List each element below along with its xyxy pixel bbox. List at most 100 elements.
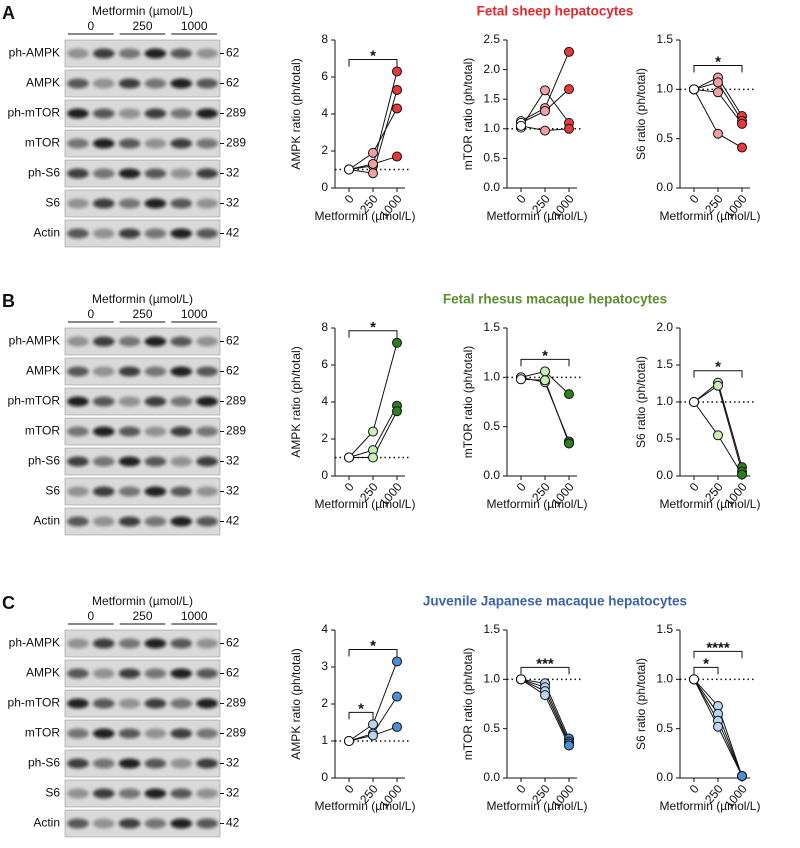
blot-strip (64, 629, 221, 658)
blot-band (144, 728, 167, 739)
blot-strip (64, 477, 221, 506)
y-tick-label: 4 (321, 106, 328, 120)
blot-strip (64, 417, 221, 446)
data-point (540, 375, 550, 386)
blot-band (118, 78, 141, 89)
y-tick-label: 0.5 (656, 131, 673, 145)
data-point (392, 406, 402, 417)
kda-label: 62 (226, 334, 240, 348)
blot-band (118, 198, 141, 209)
blot-band (196, 668, 218, 679)
data-point (689, 397, 699, 407)
blot-band (170, 668, 193, 679)
blot-band (170, 456, 193, 467)
x-axis-label: Metformin (µmol/L) (315, 799, 416, 813)
blot-band (170, 426, 193, 437)
blot-band (196, 516, 218, 527)
y-tick-label: 1.5 (483, 320, 500, 334)
x-tick-label: 0 (514, 192, 529, 206)
y-tick-label: 4 (321, 394, 328, 408)
blot-band (92, 426, 115, 437)
dose-label: 0 (87, 609, 94, 623)
blot-strip (64, 159, 221, 188)
series-line (520, 378, 570, 444)
x-axis-label: Metformin (µmol/L) (660, 497, 761, 511)
blot-strip (64, 507, 221, 536)
data-point (689, 84, 699, 95)
x-tick-label: 0 (514, 480, 529, 494)
blot-band (67, 336, 89, 347)
blot-band (118, 818, 141, 829)
band-label: AMPK (26, 364, 60, 378)
data-point (737, 142, 747, 153)
blot-band (67, 198, 89, 209)
panel-letter: A (2, 3, 15, 23)
blot-band (92, 788, 115, 799)
blot-band (196, 728, 218, 739)
x-axis-label: Metformin (µmol/L) (315, 497, 416, 511)
blot-strip (64, 689, 221, 718)
blot-band (196, 486, 218, 497)
blot-band (170, 396, 193, 407)
blot-band (67, 108, 89, 119)
series-line (693, 381, 743, 468)
y-axis-label: S6 ratio (ph/total) (634, 658, 648, 750)
significance-bracket (693, 650, 743, 659)
kda-label: 62 (226, 666, 240, 680)
significance-bracket (348, 58, 398, 67)
blot-band (118, 788, 141, 799)
blot-band (196, 336, 218, 347)
blot-band (144, 366, 167, 377)
blot-band (67, 48, 89, 59)
y-tick-label: 0 (321, 770, 328, 784)
dose-label: 0 (87, 307, 94, 321)
significance-label: * (370, 319, 376, 336)
data-point (392, 66, 402, 77)
blot-strip (64, 387, 221, 416)
blot-band (92, 336, 115, 347)
x-tick-label: 0 (687, 192, 702, 206)
blot-band (144, 818, 167, 829)
blot-strip (64, 189, 221, 218)
blot-strip (64, 779, 221, 808)
blot-band (144, 228, 167, 239)
data-point (564, 84, 574, 95)
y-tick-label: 1.5 (483, 622, 500, 636)
significance-bracket (348, 711, 374, 720)
band-label: mTOR (25, 136, 60, 150)
significance-label: * (542, 347, 548, 364)
data-point (392, 721, 402, 732)
data-point (713, 721, 723, 732)
blot-band (144, 456, 167, 467)
significance-label: * (370, 637, 376, 654)
data-point (540, 366, 550, 377)
blot-band (196, 638, 218, 649)
blot-band (118, 486, 141, 497)
band-label: Actin (33, 816, 60, 830)
kda-label: 42 (226, 226, 240, 240)
blot-band (67, 486, 89, 497)
band-label: ph-AMPK (9, 46, 60, 60)
blot-band (196, 698, 218, 709)
blot-band (92, 366, 115, 377)
blot-band (196, 78, 218, 89)
blot-band (92, 818, 115, 829)
x-axis-label: Metformin (µmol/L) (487, 497, 588, 511)
data-point (540, 106, 550, 117)
y-axis-label: mTOR ratio (ph/total) (461, 648, 475, 760)
y-tick-label: 8 (321, 320, 328, 334)
dose-label: 1000 (181, 609, 208, 623)
blot-band (144, 698, 167, 709)
kda-label: 32 (226, 786, 240, 800)
x-tick-label: 0 (687, 480, 702, 494)
y-tick-label: 0.0 (656, 180, 673, 194)
x-tick-label: 0 (342, 480, 357, 494)
blot-strip (64, 659, 221, 688)
kda-label: 32 (226, 454, 240, 468)
blot-band (118, 336, 141, 347)
band-label: ph-S6 (28, 756, 60, 770)
blot-band (118, 108, 141, 119)
x-tick-label: 0 (342, 192, 357, 206)
y-tick-label: 0 (321, 468, 328, 482)
y-axis-label: mTOR ratio (ph/total) (461, 58, 475, 170)
